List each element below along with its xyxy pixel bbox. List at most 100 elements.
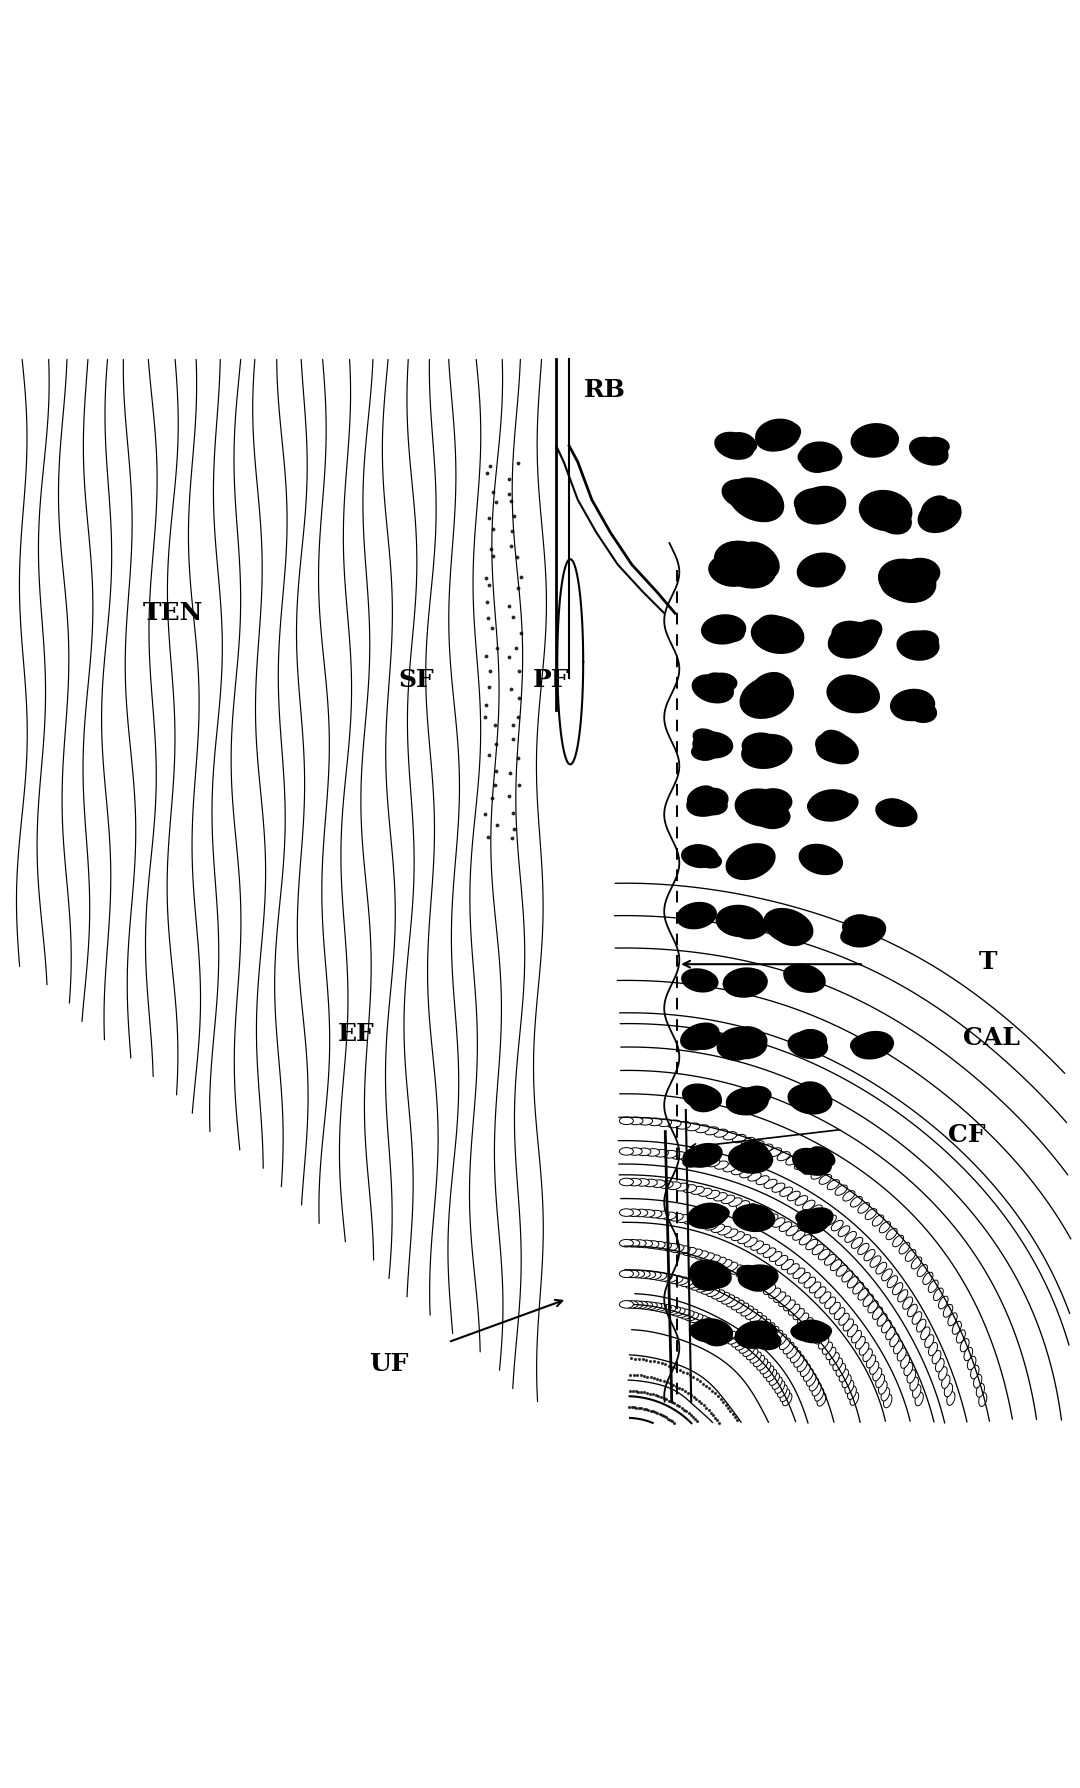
- Ellipse shape: [800, 451, 831, 474]
- Ellipse shape: [632, 1239, 646, 1248]
- Ellipse shape: [886, 1228, 897, 1239]
- Ellipse shape: [662, 1305, 676, 1314]
- Ellipse shape: [620, 1239, 633, 1246]
- Ellipse shape: [922, 1273, 933, 1284]
- Ellipse shape: [912, 1257, 922, 1269]
- Ellipse shape: [798, 1273, 810, 1284]
- Ellipse shape: [842, 1375, 851, 1387]
- Ellipse shape: [672, 1307, 685, 1316]
- Ellipse shape: [741, 733, 793, 769]
- Ellipse shape: [791, 1089, 822, 1109]
- Ellipse shape: [620, 1209, 633, 1216]
- Ellipse shape: [684, 971, 710, 987]
- Ellipse shape: [804, 1277, 815, 1287]
- Ellipse shape: [769, 1252, 782, 1262]
- Ellipse shape: [804, 1370, 813, 1382]
- Ellipse shape: [699, 1189, 712, 1196]
- Ellipse shape: [764, 1366, 774, 1379]
- Ellipse shape: [811, 1169, 824, 1180]
- Ellipse shape: [810, 560, 843, 583]
- Ellipse shape: [890, 1334, 900, 1346]
- Ellipse shape: [692, 1028, 720, 1048]
- Ellipse shape: [739, 542, 780, 579]
- Ellipse shape: [878, 558, 936, 603]
- Ellipse shape: [717, 1293, 730, 1302]
- Ellipse shape: [751, 1241, 764, 1250]
- Ellipse shape: [775, 1334, 786, 1346]
- Ellipse shape: [706, 1287, 719, 1296]
- Ellipse shape: [841, 1271, 853, 1282]
- Ellipse shape: [691, 1282, 704, 1291]
- Ellipse shape: [719, 1328, 732, 1339]
- Ellipse shape: [807, 1373, 816, 1386]
- Ellipse shape: [878, 1380, 887, 1395]
- Ellipse shape: [670, 1214, 684, 1221]
- Ellipse shape: [826, 676, 880, 713]
- Ellipse shape: [953, 1321, 961, 1334]
- Ellipse shape: [718, 1227, 731, 1236]
- Ellipse shape: [865, 1209, 877, 1219]
- Ellipse shape: [839, 1370, 849, 1382]
- Text: CF: CF: [948, 1123, 985, 1146]
- Ellipse shape: [850, 1393, 859, 1405]
- Ellipse shape: [629, 1302, 643, 1309]
- Ellipse shape: [797, 1359, 808, 1371]
- Ellipse shape: [624, 1300, 638, 1309]
- Ellipse shape: [783, 1343, 794, 1354]
- Ellipse shape: [658, 1305, 672, 1312]
- Ellipse shape: [728, 1143, 773, 1173]
- Ellipse shape: [742, 744, 779, 767]
- Ellipse shape: [731, 1148, 762, 1169]
- Ellipse shape: [690, 1218, 704, 1227]
- Ellipse shape: [693, 1085, 721, 1105]
- Ellipse shape: [634, 1302, 648, 1309]
- Ellipse shape: [816, 1393, 826, 1405]
- Ellipse shape: [899, 558, 941, 588]
- Ellipse shape: [698, 1207, 725, 1227]
- Ellipse shape: [807, 1323, 818, 1334]
- Ellipse shape: [783, 1393, 792, 1405]
- Ellipse shape: [746, 1348, 758, 1361]
- Ellipse shape: [819, 1337, 828, 1350]
- Ellipse shape: [620, 1148, 633, 1155]
- Ellipse shape: [640, 1210, 654, 1218]
- Ellipse shape: [723, 967, 768, 998]
- Ellipse shape: [877, 1314, 887, 1327]
- Ellipse shape: [787, 1084, 833, 1114]
- Ellipse shape: [812, 1384, 821, 1396]
- Ellipse shape: [629, 1148, 643, 1155]
- Ellipse shape: [943, 1305, 953, 1318]
- Ellipse shape: [764, 1323, 774, 1334]
- Ellipse shape: [794, 1355, 805, 1368]
- Ellipse shape: [725, 1262, 738, 1271]
- Ellipse shape: [804, 1216, 829, 1234]
- Ellipse shape: [729, 1198, 742, 1207]
- Ellipse shape: [794, 1320, 831, 1343]
- Ellipse shape: [745, 1207, 774, 1228]
- Ellipse shape: [973, 1375, 982, 1387]
- Ellipse shape: [913, 1384, 921, 1398]
- Ellipse shape: [724, 1132, 737, 1141]
- Ellipse shape: [845, 1232, 856, 1243]
- Ellipse shape: [742, 1271, 755, 1280]
- Ellipse shape: [897, 1348, 906, 1361]
- Ellipse shape: [824, 1216, 836, 1225]
- Ellipse shape: [726, 844, 775, 880]
- Ellipse shape: [689, 1250, 702, 1257]
- Ellipse shape: [707, 1255, 720, 1264]
- Ellipse shape: [730, 433, 757, 452]
- Ellipse shape: [638, 1302, 652, 1309]
- Ellipse shape: [799, 1028, 827, 1048]
- Ellipse shape: [858, 1289, 868, 1300]
- Ellipse shape: [833, 1359, 842, 1371]
- Ellipse shape: [685, 844, 712, 862]
- Ellipse shape: [690, 1094, 718, 1112]
- Ellipse shape: [873, 1307, 882, 1320]
- Ellipse shape: [935, 1359, 944, 1371]
- Ellipse shape: [705, 1126, 718, 1135]
- Ellipse shape: [691, 1271, 721, 1291]
- Ellipse shape: [744, 1203, 757, 1212]
- Ellipse shape: [719, 1261, 732, 1269]
- Ellipse shape: [715, 1160, 728, 1169]
- Ellipse shape: [904, 1362, 913, 1375]
